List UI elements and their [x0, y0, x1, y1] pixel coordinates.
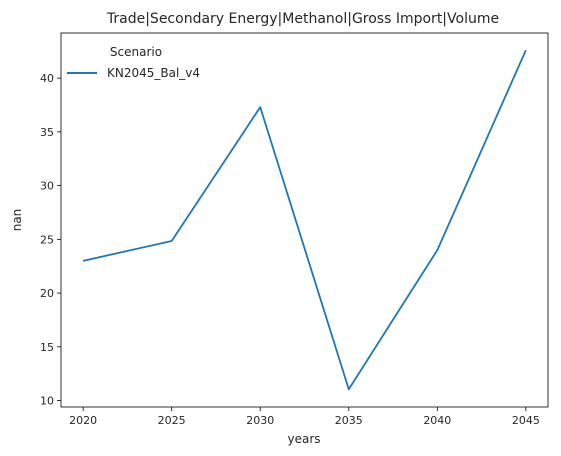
legend: Scenario KN2045_Bal_v4: [67, 45, 200, 80]
legend-title: Scenario: [110, 45, 162, 59]
x-tick-label: 2025: [158, 414, 186, 427]
y-axis: 10 15 20 25 30 35 40: [40, 72, 61, 408]
series-layer: [82, 49, 527, 391]
series-line-kn2045-bal-v4: [82, 49, 527, 391]
x-tick-label: 2045: [512, 414, 540, 427]
y-tick-label: 35: [40, 126, 54, 139]
x-tick-label: 2030: [246, 414, 274, 427]
chart-title: Trade|Secondary Energy|Methanol|Gross Im…: [106, 11, 499, 27]
plot-frame: [60, 32, 549, 408]
x-axis: 2020 2025 2030 2035 2040 2045: [69, 407, 540, 427]
x-tick-label: 2040: [423, 414, 451, 427]
y-tick-label: 30: [40, 180, 54, 193]
x-tick-label: 2035: [335, 414, 363, 427]
y-tick-label: 25: [40, 233, 54, 246]
y-tick-label: 20: [40, 287, 54, 300]
x-tick-label: 2020: [69, 414, 97, 427]
legend-label-kn2045-bal-v4: KN2045_Bal_v4: [107, 66, 200, 80]
y-axis-label: nan: [10, 209, 24, 232]
y-tick-label: 40: [40, 72, 54, 85]
y-tick-label: 15: [40, 341, 54, 354]
x-axis-label: years: [287, 432, 320, 446]
y-tick-label: 10: [40, 395, 54, 408]
